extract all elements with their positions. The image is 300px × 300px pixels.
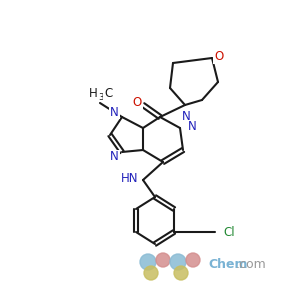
- Circle shape: [140, 254, 156, 270]
- Circle shape: [156, 253, 170, 267]
- Text: O: O: [214, 50, 223, 64]
- Text: N: N: [110, 106, 119, 118]
- Circle shape: [144, 266, 158, 280]
- Text: H: H: [89, 87, 98, 100]
- Text: N: N: [188, 121, 197, 134]
- Text: C: C: [104, 87, 112, 100]
- Circle shape: [174, 266, 188, 280]
- Text: Chem: Chem: [208, 257, 247, 271]
- Circle shape: [186, 253, 200, 267]
- Text: .com: .com: [236, 257, 267, 271]
- Text: O: O: [132, 95, 142, 109]
- Text: N: N: [182, 110, 190, 123]
- Text: N: N: [110, 151, 119, 164]
- Text: HN: HN: [121, 172, 138, 185]
- Text: 3: 3: [98, 93, 104, 102]
- Circle shape: [170, 254, 186, 270]
- Text: Cl: Cl: [223, 226, 235, 238]
